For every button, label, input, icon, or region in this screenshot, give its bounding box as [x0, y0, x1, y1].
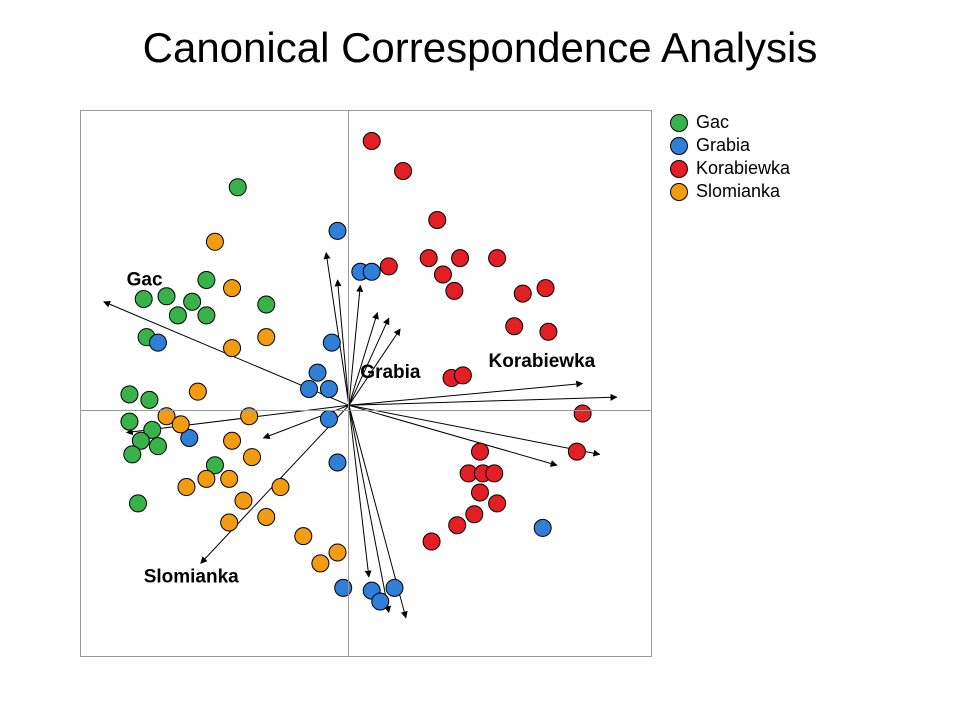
- point-grabia: [309, 364, 326, 381]
- point-grabia: [372, 593, 389, 610]
- point-gac: [229, 179, 246, 196]
- plot-label: Grabia: [360, 362, 421, 383]
- point-korabiewka: [514, 285, 531, 302]
- point-korabiewka: [472, 484, 489, 501]
- point-grabia: [329, 222, 346, 239]
- plot-label: Gac: [127, 269, 163, 290]
- point-slomianka: [272, 479, 289, 496]
- point-slomianka: [224, 340, 241, 357]
- arrow: [349, 405, 557, 465]
- legend-marker-icon: [670, 137, 688, 155]
- point-slomianka: [189, 383, 206, 400]
- point-gac: [130, 495, 147, 512]
- point-slomianka: [244, 449, 261, 466]
- point-grabia: [363, 263, 380, 280]
- legend-marker-icon: [670, 160, 688, 178]
- point-gac: [198, 271, 215, 288]
- point-slomianka: [295, 528, 312, 545]
- point-grabia: [534, 519, 551, 536]
- plot-label: Slomianka: [144, 566, 239, 587]
- point-gac: [149, 438, 166, 455]
- point-slomianka: [312, 555, 329, 572]
- legend-label: Grabia: [696, 135, 750, 156]
- cca-plot: Gac Grabia Korabiewka Slomianka: [80, 110, 652, 657]
- cca-plot-svg: Gac Grabia Korabiewka Slomianka: [81, 111, 651, 656]
- point-korabiewka: [380, 258, 397, 275]
- legend-label: Korabiewka: [696, 158, 790, 179]
- point-korabiewka: [574, 405, 591, 422]
- point-gac: [121, 386, 138, 403]
- point-slomianka: [258, 329, 275, 346]
- point-korabiewka: [540, 323, 557, 340]
- point-grabia: [323, 334, 340, 351]
- point-gac: [169, 307, 186, 324]
- legend-marker-icon: [670, 114, 688, 132]
- point-korabiewka: [452, 250, 469, 267]
- legend-label: Slomianka: [696, 181, 780, 202]
- point-korabiewka: [489, 250, 506, 267]
- point-korabiewka: [489, 495, 506, 512]
- point-slomianka: [221, 470, 238, 487]
- point-grabia: [386, 579, 403, 596]
- point-grabia: [301, 380, 318, 397]
- point-korabiewka: [568, 443, 585, 460]
- point-slomianka: [198, 470, 215, 487]
- point-korabiewka: [434, 266, 451, 283]
- grid-vertical: [348, 111, 349, 656]
- grid-horizontal: [81, 410, 651, 411]
- arrow: [349, 405, 389, 612]
- legend-item: Grabia: [670, 135, 790, 156]
- legend: GacGrabiaKorabiewkaSlomianka: [670, 112, 790, 204]
- legend-item: Gac: [670, 112, 790, 133]
- point-korabiewka: [454, 367, 471, 384]
- point-gac: [141, 391, 158, 408]
- point-gac: [258, 296, 275, 313]
- point-korabiewka: [466, 506, 483, 523]
- point-slomianka: [221, 514, 238, 531]
- plot-label: Korabiewka: [489, 351, 596, 372]
- legend-item: Slomianka: [670, 181, 790, 202]
- point-slomianka: [258, 509, 275, 526]
- point-slomianka: [178, 479, 195, 496]
- point-slomianka: [206, 233, 223, 250]
- point-grabia: [320, 410, 337, 427]
- point-korabiewka: [472, 443, 489, 460]
- point-slomianka: [235, 492, 252, 509]
- point-gac: [121, 413, 138, 430]
- point-grabia: [320, 380, 337, 397]
- point-slomianka: [329, 544, 346, 561]
- legend-item: Korabiewka: [670, 158, 790, 179]
- point-gac: [124, 446, 141, 463]
- point-korabiewka: [506, 318, 523, 335]
- point-gac: [135, 291, 152, 308]
- point-gac: [198, 307, 215, 324]
- point-slomianka: [224, 280, 241, 297]
- point-korabiewka: [420, 250, 437, 267]
- point-korabiewka: [537, 280, 554, 297]
- point-korabiewka: [423, 533, 440, 550]
- point-korabiewka: [429, 212, 446, 229]
- point-gac: [184, 293, 201, 310]
- point-slomianka: [224, 432, 241, 449]
- point-korabiewka: [486, 465, 503, 482]
- point-korabiewka: [446, 282, 463, 299]
- point-grabia: [329, 454, 346, 471]
- point-grabia: [149, 334, 166, 351]
- point-slomianka: [172, 416, 189, 433]
- point-korabiewka: [395, 162, 412, 179]
- point-korabiewka: [363, 132, 380, 149]
- page-title: Canonical Correspondence Analysis: [0, 24, 960, 72]
- point-korabiewka: [449, 517, 466, 534]
- legend-label: Gac: [696, 112, 729, 133]
- legend-marker-icon: [670, 183, 688, 201]
